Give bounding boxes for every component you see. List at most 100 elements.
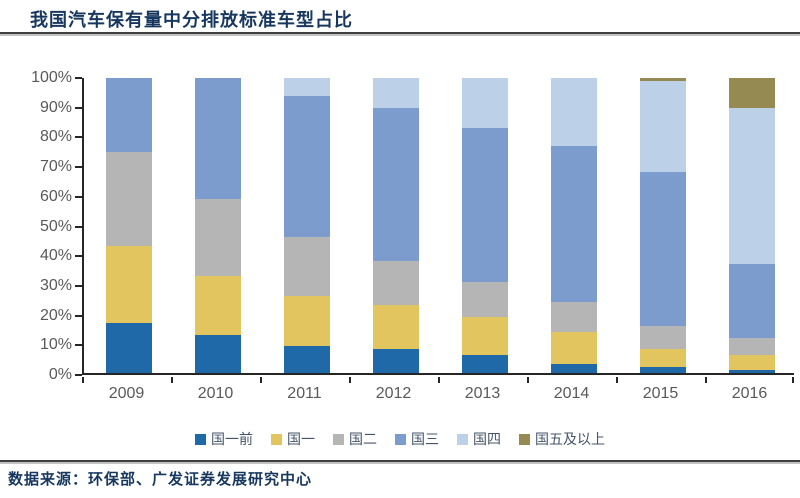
x-axis-label: 2011 [287, 385, 322, 402]
x-tick-mark [705, 377, 707, 383]
segment-国三 [194, 78, 241, 199]
segment-国二 [194, 198, 241, 276]
legend-swatch-icon [195, 433, 206, 445]
y-tick-mark [75, 106, 82, 109]
segment-国三 [372, 107, 419, 261]
x-axis-label: 2013 [464, 385, 501, 402]
y-tick-label: 30% [39, 276, 72, 294]
y-tick-mark [75, 374, 82, 376]
bar-2011 [283, 78, 330, 373]
segment-国一前 [283, 346, 330, 373]
segment-国一 [372, 305, 419, 350]
x-axis-label: 2012 [375, 385, 412, 402]
y-tick-label: 50% [39, 217, 72, 235]
legend-swatch-icon [395, 433, 406, 445]
legend-item-国五及以上: 国五及以上 [519, 429, 605, 449]
segment-国二 [461, 281, 508, 317]
segment-国一 [550, 331, 597, 365]
segment-国三 [461, 128, 508, 282]
y-tick-label: 90% [39, 98, 72, 116]
y-tick-label: 100% [31, 69, 72, 86]
legend-item-国一前: 国一前 [195, 429, 253, 449]
legend-item-国二: 国二 [333, 429, 377, 449]
x-axis-label: 2010 [197, 385, 234, 402]
x-tick-mark [260, 377, 262, 383]
bar-2014 [550, 78, 597, 373]
bar-2010 [194, 78, 241, 373]
segment-国四 [372, 78, 419, 108]
segment-国四 [461, 78, 508, 129]
legend-label: 国四 [473, 431, 501, 447]
y-tick-label: 80% [39, 128, 72, 146]
segment-国一 [728, 355, 775, 371]
y-tick-mark [75, 166, 82, 169]
segment-国一 [105, 246, 152, 323]
footer-divider [0, 460, 800, 462]
x-axis-label: 2016 [731, 385, 768, 402]
y-tick-label: 20% [39, 306, 72, 324]
segment-国四 [728, 107, 775, 264]
bar-2016 [728, 78, 775, 373]
legend-swatch-icon [457, 433, 468, 445]
segment-国一前 [550, 364, 597, 373]
segment-国一 [283, 296, 330, 347]
x-tick-mark [616, 377, 618, 383]
legend-label: 国一前 [211, 431, 253, 447]
x-tick-mark [82, 377, 84, 383]
x-tick-mark [171, 377, 173, 383]
title-divider [0, 32, 800, 34]
segment-国一 [639, 349, 686, 368]
legend-label: 国三 [411, 431, 439, 447]
legend-swatch-icon [271, 433, 282, 445]
y-tick-label: 40% [39, 247, 72, 265]
x-axis-label: 2014 [553, 385, 590, 402]
segment-国一前 [461, 355, 508, 373]
segment-国二 [372, 260, 419, 306]
x-tick-mark [438, 377, 440, 383]
x-tick-mark [792, 377, 794, 383]
segment-国一 [194, 275, 241, 335]
bar-2013 [461, 78, 508, 373]
segment-国一前 [728, 370, 775, 373]
segment-国一前 [639, 367, 686, 373]
x-axis-label: 2009 [108, 385, 145, 402]
y-tick-mark [75, 314, 82, 317]
chart-legend: 国一前 国一 国二 国三 国四 国五及以上 [0, 429, 800, 449]
segment-国二 [105, 151, 152, 247]
legend-item-国三: 国三 [395, 429, 439, 449]
y-tick-mark [75, 195, 82, 198]
y-tick-mark [75, 255, 82, 258]
segment-国二 [550, 302, 597, 332]
segment-国三 [639, 172, 686, 326]
segment-国一前 [372, 349, 419, 373]
segment-国三 [105, 78, 152, 152]
plot-area [82, 78, 794, 375]
x-axis-label: 2015 [642, 385, 679, 402]
y-tick-label: 0% [48, 366, 72, 383]
legend-swatch-icon [333, 433, 344, 445]
bar-2015 [639, 78, 686, 373]
segment-国一前 [105, 322, 152, 373]
y-tick-mark [75, 136, 82, 139]
legend-item-国四: 国四 [457, 429, 501, 449]
x-tick-mark [527, 377, 529, 383]
legend-item-国一: 国一 [271, 429, 315, 449]
segment-国三 [550, 145, 597, 303]
legend-swatch-icon [519, 433, 530, 445]
segment-国四 [639, 81, 686, 173]
x-tick-mark [349, 377, 351, 383]
segment-国一 [461, 316, 508, 356]
bar-2009 [105, 78, 152, 373]
segment-国二 [283, 237, 330, 297]
bar-2012 [372, 78, 419, 373]
legend-label: 国二 [349, 431, 377, 447]
chart-title: 我国汽车保有量中分排放标准车型占比 [30, 10, 353, 30]
y-tick-mark [75, 284, 82, 287]
y-tick-mark [75, 77, 82, 79]
segment-国五及以上 [639, 78, 686, 81]
segment-国三 [283, 95, 330, 238]
segment-国二 [728, 337, 775, 356]
y-tick-mark [75, 225, 82, 228]
segment-国三 [728, 263, 775, 338]
